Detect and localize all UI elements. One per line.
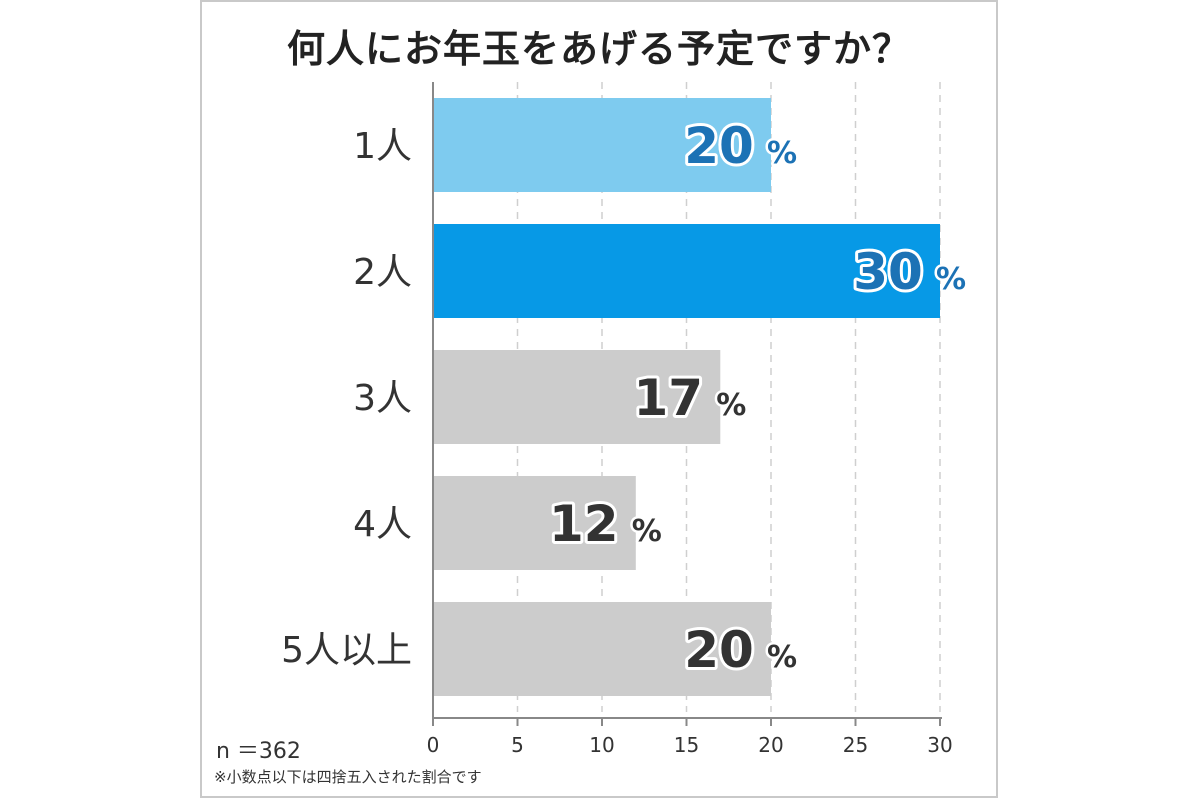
x-tick-label-0: 0 — [427, 733, 440, 757]
chart-title: 何人にお年玉をあげる予定ですか？ — [286, 27, 911, 71]
x-tick-label-15: 15 — [674, 733, 699, 757]
bar-5 — [433, 602, 771, 696]
x-tick-label-10: 10 — [589, 733, 614, 757]
value-label-1: 20 — [684, 117, 754, 175]
bar-1 — [433, 98, 771, 192]
x-tick-label-20: 20 — [758, 733, 783, 757]
bar-3 — [433, 350, 721, 444]
bar-2 — [433, 224, 940, 318]
category-label-4: 4人 — [353, 504, 412, 545]
value-unit-4: % — [632, 514, 662, 549]
value-label-5: 20 — [684, 621, 754, 679]
value-unit-2: % — [936, 262, 966, 297]
x-tick-label-30: 30 — [927, 733, 952, 757]
x-tick-label-5: 5 — [511, 733, 524, 757]
category-label-3: 3人 — [353, 378, 412, 419]
category-label-5: 5人以上 — [281, 630, 412, 671]
value-unit-1: % — [767, 136, 797, 171]
sample-size-label: n ＝362 — [216, 739, 301, 764]
footnote: ※小数点以下は四捨五入された割合です — [214, 768, 482, 786]
bar-4 — [433, 476, 636, 570]
value-unit-5: % — [767, 640, 797, 675]
value-label-3: 17 — [634, 369, 704, 427]
value-label-4: 12 — [549, 495, 619, 553]
x-tick-label-25: 25 — [843, 733, 868, 757]
category-label-1: 1人 — [353, 126, 412, 167]
value-label-2: 30 — [853, 243, 923, 301]
category-label-2: 2人 — [353, 252, 412, 293]
value-unit-3: % — [716, 388, 746, 423]
